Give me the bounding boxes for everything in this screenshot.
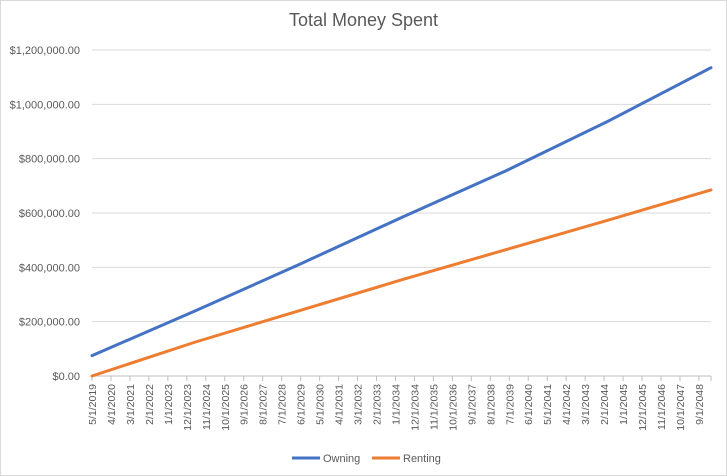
x-tick-label: 3/1/2032: [353, 384, 365, 425]
x-tick-label: 8/1/2027: [258, 384, 270, 425]
x-tick-label: 1/1/2045: [618, 384, 630, 425]
x-tick-label: 10/1/2025: [220, 384, 232, 431]
legend-label-renting: Renting: [403, 453, 441, 465]
x-tick-label: 4/1/2042: [561, 384, 573, 425]
gridlines: [92, 49, 711, 377]
x-tick-label: 6/1/2040: [523, 384, 535, 425]
legend: Owning Renting: [292, 453, 441, 465]
x-tick-label: 5/1/2019: [87, 384, 99, 425]
x-tick-label: 4/1/2031: [334, 384, 346, 425]
y-tick-label: $400,000.00: [19, 262, 80, 274]
x-tick-label: 2/1/2044: [599, 384, 611, 425]
x-tick-label: 1/1/2023: [163, 384, 175, 425]
y-tick-label: $200,000.00: [19, 317, 80, 329]
x-tick-label: 10/1/2047: [675, 384, 687, 431]
x-tick-label: 5/1/2030: [315, 384, 327, 425]
x-tick-label: 4/1/2020: [106, 384, 118, 425]
x-tick-label: 9/1/2048: [694, 384, 706, 425]
x-tick-label: 6/1/2029: [296, 384, 308, 425]
x-tick-label: 5/1/2041: [542, 384, 554, 425]
x-tick-label: 10/1/2036: [447, 384, 459, 431]
series-line-renting: [90, 188, 713, 378]
x-tick-label: 2/1/2033: [371, 384, 383, 425]
x-tick-label: 11/1/2046: [656, 384, 668, 430]
y-axis: $0.00 $200,000.00 $400,000.00 $600,000.00 $8…: [10, 45, 80, 383]
series-line-owning: [90, 66, 713, 358]
x-tick-label: 9/1/2037: [466, 384, 478, 425]
y-tick-label: $800,000.00: [19, 154, 80, 166]
x-tick-label: 12/1/2045: [637, 384, 649, 431]
x-tick-label: 2/1/2022: [144, 384, 156, 425]
y-tick-label: $1,000,000.00: [10, 99, 80, 111]
x-tick-label: 7/1/2039: [504, 384, 516, 425]
x-tick-label: 3/1/2021: [125, 384, 137, 425]
x-tick-label: 8/1/2038: [485, 384, 497, 425]
x-tick-label: 11/1/2035: [428, 384, 440, 430]
y-tick-label: $600,000.00: [19, 208, 80, 220]
x-tick-label: 11/1/2024: [201, 384, 213, 430]
chart-title: Total Money Spent: [288, 10, 439, 30]
series-group: [90, 66, 713, 378]
y-tick-label: $0.00: [52, 371, 80, 383]
x-tick-label: 9/1/2026: [239, 384, 251, 425]
x-tick-label: 1/1/2034: [390, 384, 402, 425]
x-tick-label: 3/1/2043: [580, 384, 592, 425]
x-tick-label: 12/1/2023: [182, 384, 194, 431]
x-axis: 5/1/2019 4/1/2020 3/1/2021 2/1/2022 1/1/2023…: [87, 376, 712, 431]
x-tick-label: 7/1/2028: [277, 384, 289, 425]
y-tick-label: $1,200,000.00: [10, 45, 80, 57]
legend-label-owning: Owning: [323, 453, 360, 465]
x-tick-label: 12/1/2034: [409, 384, 421, 431]
